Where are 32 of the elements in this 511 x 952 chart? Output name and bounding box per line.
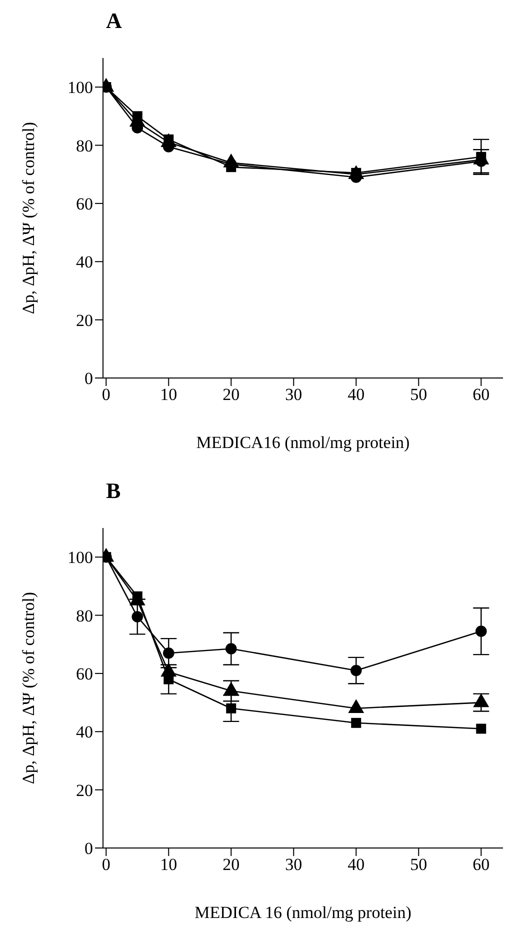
y-tick-label: 80: [76, 136, 93, 156]
x-tick-label: 0: [102, 385, 110, 404]
y-tick-label: 80: [76, 606, 93, 626]
y-tick-label: 0: [84, 839, 93, 858]
y-tick-label: 100: [68, 548, 93, 568]
y-tick-label: 20: [76, 780, 93, 800]
x-tick-label: 50: [410, 855, 428, 874]
x-tick-label: 50: [410, 385, 428, 404]
y-axis-title: Δp, ΔpH, ΔΨ (% of control): [19, 592, 38, 784]
y-tick-label: 40: [76, 722, 93, 742]
x-tick-label: 30: [285, 855, 302, 874]
x-axis-title: MEDICA 16 (nmol/mg protein): [194, 903, 412, 922]
y-tick-label: 60: [76, 664, 93, 684]
x-tick-label: 20: [222, 855, 240, 874]
y-tick-label: 40: [76, 252, 93, 272]
x-tick-label: 10: [160, 855, 178, 874]
y-tick-label: 100: [68, 78, 93, 98]
x-tick-label: 20: [222, 385, 240, 404]
x-tick-label: 40: [348, 855, 365, 874]
chart-title: B: [106, 478, 121, 504]
chart-title: A: [106, 8, 122, 34]
y-tick-label: 20: [76, 310, 93, 330]
x-axis-title: MEDICA16 (nmol/mg protein): [196, 433, 410, 452]
y-tick-label: 60: [76, 194, 93, 214]
y-axis-title: Δp, ΔpH, ΔΨ (% of control): [19, 122, 38, 314]
x-tick-label: 60: [472, 385, 490, 404]
x-tick-label: 60: [472, 855, 490, 874]
y-tick-label: 0: [84, 369, 93, 388]
x-tick-label: 40: [348, 385, 365, 404]
x-tick-label: 30: [285, 385, 302, 404]
x-tick-label: 0: [102, 855, 110, 874]
x-tick-label: 10: [160, 385, 178, 404]
